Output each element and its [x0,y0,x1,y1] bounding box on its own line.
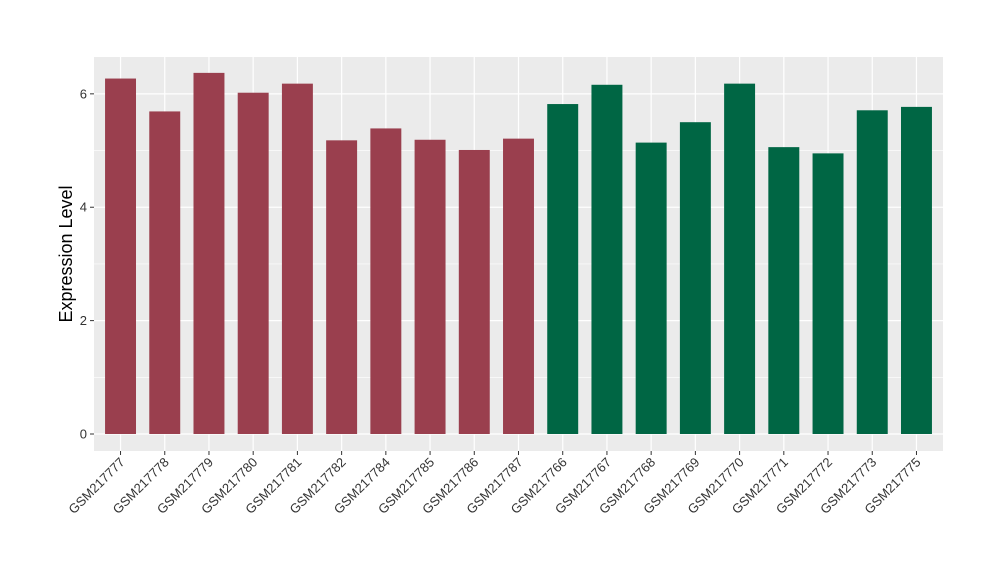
bar-gsm217770 [724,83,756,434]
y-tick-label: 4 [80,200,87,215]
bar-gsm217779 [193,72,225,434]
bar-gsm217780 [237,92,269,434]
y-tick-label: 0 [80,426,87,441]
bars [105,72,932,434]
bar-gsm217766 [547,104,579,434]
bar-gsm217767 [591,84,623,434]
bar-gsm217775 [900,106,932,434]
bar-gsm217786 [458,149,490,434]
bar-gsm217787 [503,138,534,434]
x-axis: GSM217777GSM217778GSM217779GSM217780GSM2… [65,451,924,517]
y-tick-label: 6 [80,86,87,101]
bar-gsm217773 [856,110,888,434]
bar-gsm217781 [281,83,313,434]
y-axis-title: Expression Level [56,185,76,322]
bar-gsm217777 [105,78,137,434]
bar-gsm217768 [635,142,667,434]
bar-gsm217782 [326,140,358,434]
bar-gsm217769 [679,122,711,434]
bar-gsm217785 [414,139,446,434]
bar-gsm217772 [812,153,844,434]
bar-gsm217784 [370,128,402,434]
y-axis: 0 2 4 6 [80,86,94,441]
bar-gsm217778 [149,111,181,434]
y-tick-label: 2 [80,313,87,328]
bar-gsm217771 [768,147,800,434]
